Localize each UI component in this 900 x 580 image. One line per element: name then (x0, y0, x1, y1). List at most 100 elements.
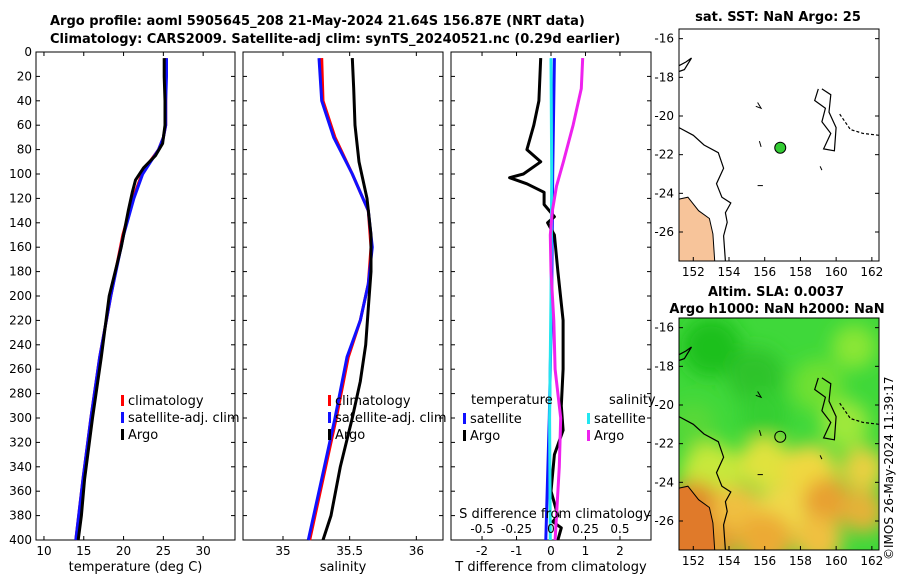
argo-position-marker (774, 141, 787, 154)
depth-tick-label: 80 (17, 143, 32, 157)
legend-label: satellite (470, 412, 522, 427)
reef-outline (755, 102, 763, 110)
legend-title-temperature: temperature (471, 393, 553, 408)
sla-map-title-1: Altim. SLA: 0.0037 (708, 285, 844, 300)
salinity-xtick-label: 36 (409, 544, 424, 558)
legend-label: climatology (128, 394, 204, 409)
difference-xtick-top-label: 0 (547, 522, 555, 536)
sla-blob (794, 516, 843, 550)
legend-swatch (121, 395, 124, 406)
sla_map-ytick-label: -22 (654, 437, 674, 451)
legend-swatch (587, 430, 590, 441)
legend-title-salinity: salinity (609, 393, 656, 408)
sla-blob (681, 318, 742, 377)
legend-swatch (121, 412, 124, 423)
depth-tick-label: 0 (24, 45, 32, 59)
seamount-outline (839, 113, 880, 136)
sst_map-ytick-label: -16 (654, 32, 674, 46)
salinity-xlabel: salinity (320, 560, 367, 575)
sst_map-frame (678, 28, 880, 262)
depth-tick-label: 360 (9, 484, 32, 498)
sst_map-group (678, 28, 880, 262)
sla_map-group (678, 317, 880, 551)
seamount-outline (839, 402, 880, 425)
sla-blob (736, 512, 793, 550)
reef-outline (819, 166, 823, 171)
difference-xtick-label: -1 (511, 544, 523, 558)
legend-label: Argo (470, 429, 500, 444)
sla-blob (821, 400, 870, 449)
depth-tick-label: 400 (9, 533, 32, 547)
sst_map-ytick-label: -20 (654, 109, 674, 123)
depth-tick-label: 100 (9, 167, 32, 181)
legend-swatch (121, 429, 124, 440)
sla_map-xtick-label: 160 (825, 554, 848, 568)
reef-outline (758, 429, 762, 437)
sst_map-ytick-label: -22 (654, 148, 674, 162)
sst_map-xtick-label: 160 (825, 265, 848, 279)
sst_map-xtick-label: 162 (860, 265, 883, 279)
sla_map-frame (678, 317, 880, 551)
depth-tick-label: 260 (9, 362, 32, 376)
sla_map-ytick-label: -16 (654, 321, 674, 335)
sla-blob (832, 325, 876, 369)
salinity-xtick-label: 35 (275, 544, 290, 558)
depth-tick-label: 180 (9, 265, 32, 279)
sla_map-xtick-label: 156 (753, 554, 776, 568)
sla_map-ytick-label: -24 (654, 475, 674, 489)
salinity-xtick-label: 35.5 (336, 544, 363, 558)
legend-swatch (587, 413, 590, 424)
seamount-outline (813, 88, 837, 152)
difference-xlabel-top: S difference from climatology (459, 507, 651, 522)
sla-blob (803, 477, 852, 526)
legend-label: satellite (594, 412, 646, 427)
legend-swatch (328, 429, 331, 440)
temperature-series-argo (76, 58, 167, 541)
sla-blob (738, 437, 791, 489)
temperature-xlabel: temperature (deg C) (69, 560, 203, 575)
legend-label: Argo (335, 428, 365, 443)
difference-xtick-label: 1 (582, 544, 590, 558)
depth-tick-label: 340 (9, 460, 32, 474)
temperature-xtick-label: 10 (36, 544, 51, 558)
sla_map-ytick-label: -26 (654, 514, 674, 528)
difference-xtick-label: -2 (476, 544, 488, 558)
temperature-axes-box (35, 51, 236, 541)
difference-series-salinity-argo (548, 58, 585, 541)
difference-xtick-top-label: -0.25 (501, 522, 532, 536)
reef-outline (819, 455, 823, 460)
sst_map-ytick-label: -24 (654, 186, 674, 200)
difference-xtick-top-label: -0.5 (470, 522, 493, 536)
difference-xlabel: T difference from climatology (454, 560, 647, 575)
title-line-2: Climatology: CARS2009. Satellite-adj cli… (50, 32, 621, 47)
legend-swatch (463, 430, 466, 441)
temperature-xtick-label: 20 (116, 544, 131, 558)
reef-outline (678, 127, 732, 262)
depth-tick-label: 220 (9, 313, 32, 327)
depth-tick-label: 240 (9, 338, 32, 352)
temperature-xtick-label: 25 (156, 544, 171, 558)
sla-blob (739, 389, 790, 440)
temperature-xtick-label: 30 (196, 544, 211, 558)
depth-tick-label: 300 (9, 411, 32, 425)
legend-label: Argo (594, 429, 624, 444)
legend-label: satellite-adj. clim (335, 411, 447, 426)
sst_map-xtick-label: 158 (789, 265, 812, 279)
depth-tick-label: 40 (17, 94, 32, 108)
depth-tick-label: 20 (17, 69, 32, 83)
difference-xtick-top-label: 0.5 (610, 522, 629, 536)
legend-label: climatology (335, 394, 411, 409)
sst_map-ytick-label: -26 (654, 225, 674, 239)
argo-position-marker (774, 430, 787, 443)
sla-blob (840, 446, 879, 491)
sst_map-xtick-label: 156 (753, 265, 776, 279)
legend-label: satellite-adj. clim (128, 411, 240, 426)
sst-map-title: sat. SST: NaN Argo: 25 (695, 10, 861, 25)
sst_map-xtick-label: 152 (682, 265, 705, 279)
title-line-1: Argo profile: aoml 5905645_208 21-May-20… (50, 14, 585, 29)
reef-outline (678, 57, 693, 73)
reef-outline (755, 391, 763, 399)
reef-outline (758, 140, 762, 148)
sst_map-xtick-label: 154 (718, 265, 741, 279)
